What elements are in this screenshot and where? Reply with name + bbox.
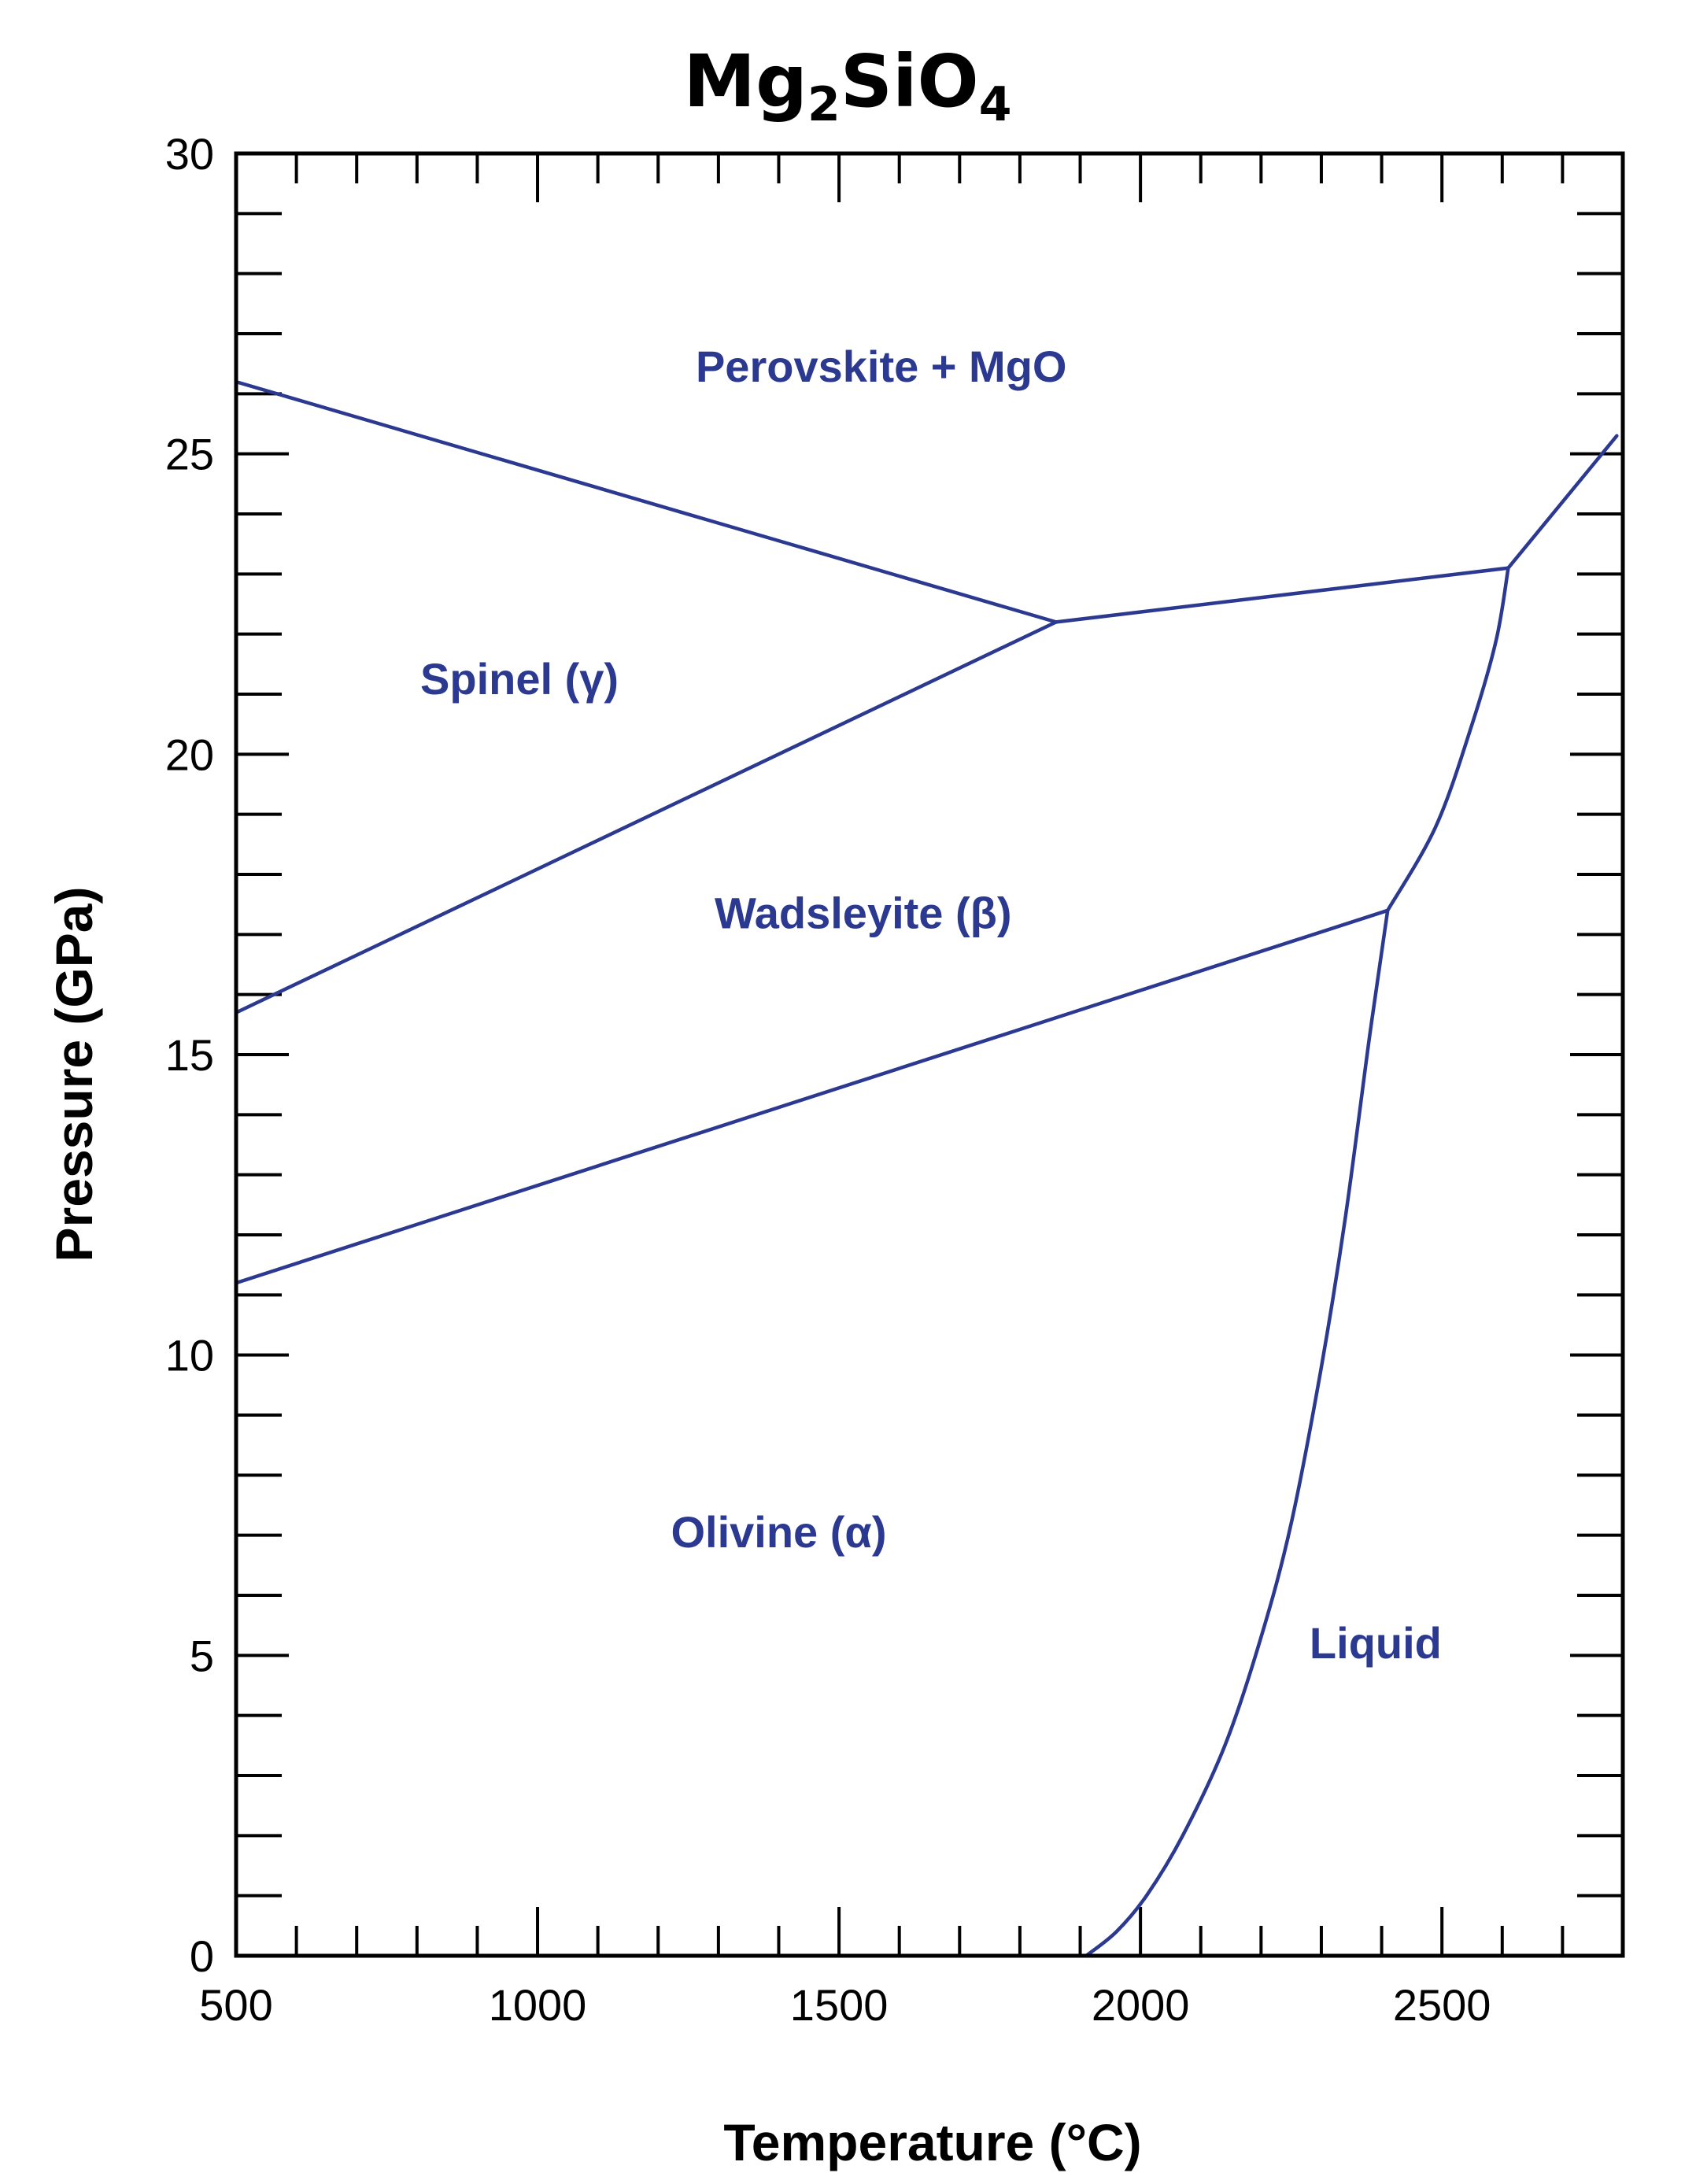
region-label: Olivine (α) [671,1507,886,1557]
y-tick-label: 25 [165,430,214,479]
x-tick-label: 1000 [489,1980,587,2030]
phase-boundary-line [1385,566,1510,913]
phase-boundary-line [234,620,1059,1014]
region-label: Wadsleyite (β) [715,889,1012,938]
x-tick-label: 2500 [1393,1980,1491,2030]
y-tick-label: 0 [190,1931,214,1981]
axis-ticks [235,152,1624,1957]
region-labels: Perovskite + MgO Spinel (γ) Wadsleyite (β)… [420,342,1442,1668]
phase-boundary-line [234,379,1059,624]
region-label: Spinel (γ) [420,654,619,704]
x-tick-label: 500 [199,1980,272,2030]
x-tick-label: 2000 [1092,1980,1190,2030]
phase-boundaries [234,379,1619,1958]
region-label: Liquid [1310,1618,1442,1668]
region-label: Perovskite + MgO [696,342,1067,391]
tick-labels: 500 1000 1500 2000 2500 0 5 10 15 20 25 30 [165,129,1491,2030]
phase-boundary-line [234,908,1390,1285]
y-tick-label: 10 [165,1331,214,1380]
phase-boundary-line [1084,908,1390,1958]
y-tick-label: 20 [165,730,214,779]
x-axis-label: Temperature (°C) [723,2113,1141,2171]
chart-title: Mg2SiO4 [684,39,1012,132]
phase-boundary-line [1054,566,1510,624]
plot-frame [234,151,1625,1958]
y-tick-label: 30 [165,129,214,179]
y-axis-label: Pressure (GPa) [45,887,103,1262]
y-tick-label: 5 [190,1631,214,1680]
x-tick-label: 1500 [790,1980,889,2030]
y-tick-label: 15 [165,1030,214,1080]
phase-boundary-line [1506,434,1619,570]
